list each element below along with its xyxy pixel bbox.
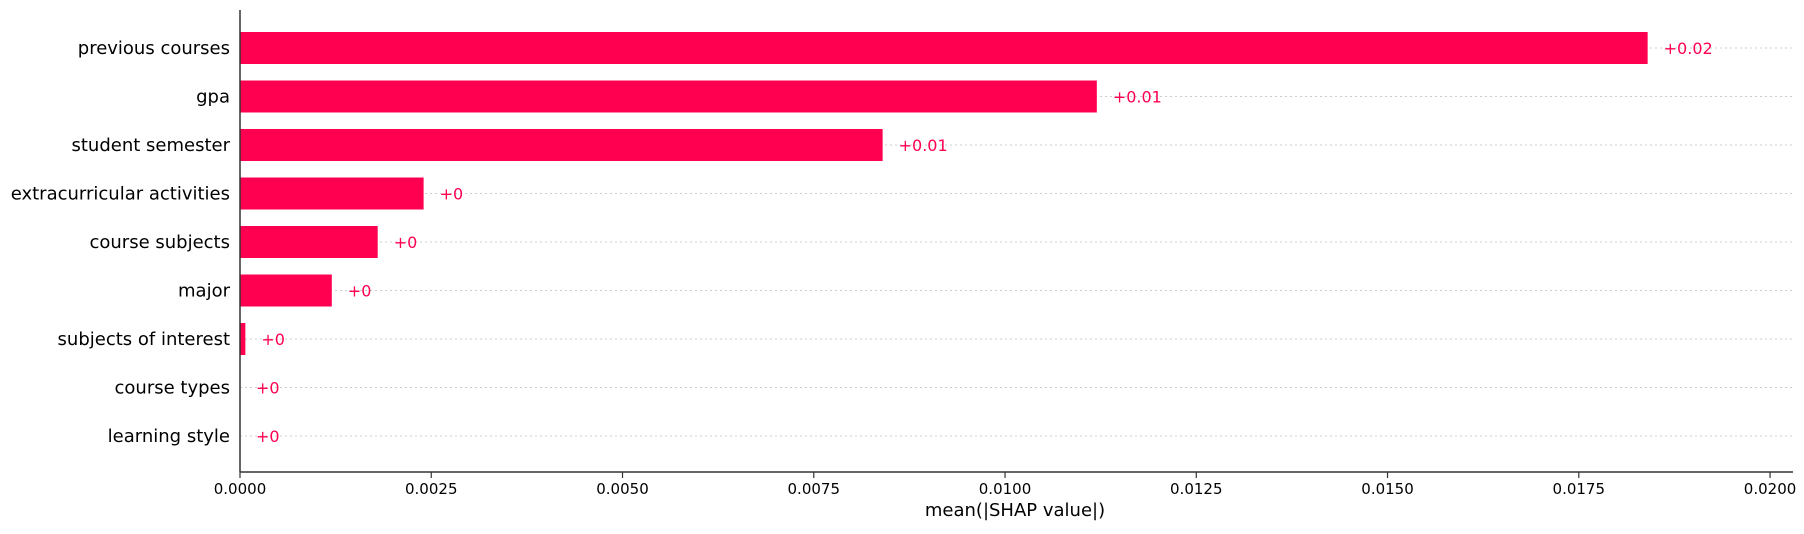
data-label: +0.01 xyxy=(899,136,948,155)
x-tick-label: 0.0150 xyxy=(1361,480,1414,498)
bar-course-subjects xyxy=(240,226,378,258)
bar-extracurricular-activities xyxy=(240,177,424,210)
data-label: +0 xyxy=(394,233,418,252)
category-label: subjects of interest xyxy=(58,329,230,350)
x-tick-label: 0.0025 xyxy=(405,480,458,498)
category-label: learning style xyxy=(108,426,230,447)
category-label: course types xyxy=(115,378,230,399)
bar-previous-courses xyxy=(240,32,1648,64)
data-label: +0.01 xyxy=(1113,88,1162,107)
bar-layer xyxy=(240,32,1648,355)
data-label: +0 xyxy=(256,379,280,398)
bar-gpa xyxy=(240,80,1097,113)
x-axis-title: mean(|SHAP value|) xyxy=(925,500,1105,521)
x-tick-label: 0.0075 xyxy=(788,480,841,498)
data-label: +0.02 xyxy=(1664,39,1713,58)
data-label: +0 xyxy=(261,330,285,349)
x-tick-label: 0.0125 xyxy=(1170,480,1223,498)
x-tick-label: 0.0050 xyxy=(596,480,649,498)
bar-student-semester xyxy=(240,129,883,161)
x-tick-label: 0.0100 xyxy=(979,480,1032,498)
data-label: +0 xyxy=(440,185,464,204)
x-tick-label: 0.0200 xyxy=(1744,480,1797,498)
data-label: +0 xyxy=(348,282,372,301)
x-tick-label: 0.0175 xyxy=(1553,480,1606,498)
x-tick-label: 0.0000 xyxy=(214,480,267,498)
category-label: previous courses xyxy=(78,38,230,59)
category-label: major xyxy=(178,281,231,302)
data-label-layer: +0.02 +0.01 +0.01 +0 +0 +0 +0 +0 +0 xyxy=(256,39,1713,446)
axis-layer: 0.0000 0.0025 0.0050 0.0075 0.0100 0.0125 0.01… xyxy=(214,10,1797,498)
category-label: course subjects xyxy=(89,232,230,253)
category-label-layer: previous courses gpa student semester extra… xyxy=(11,38,231,447)
category-label: student semester xyxy=(71,135,230,156)
bar-subjects-of-interest xyxy=(240,323,246,355)
data-label: +0 xyxy=(256,427,280,446)
category-label: extracurricular activities xyxy=(11,184,230,205)
category-label: gpa xyxy=(196,87,230,108)
bar-major xyxy=(240,274,332,307)
